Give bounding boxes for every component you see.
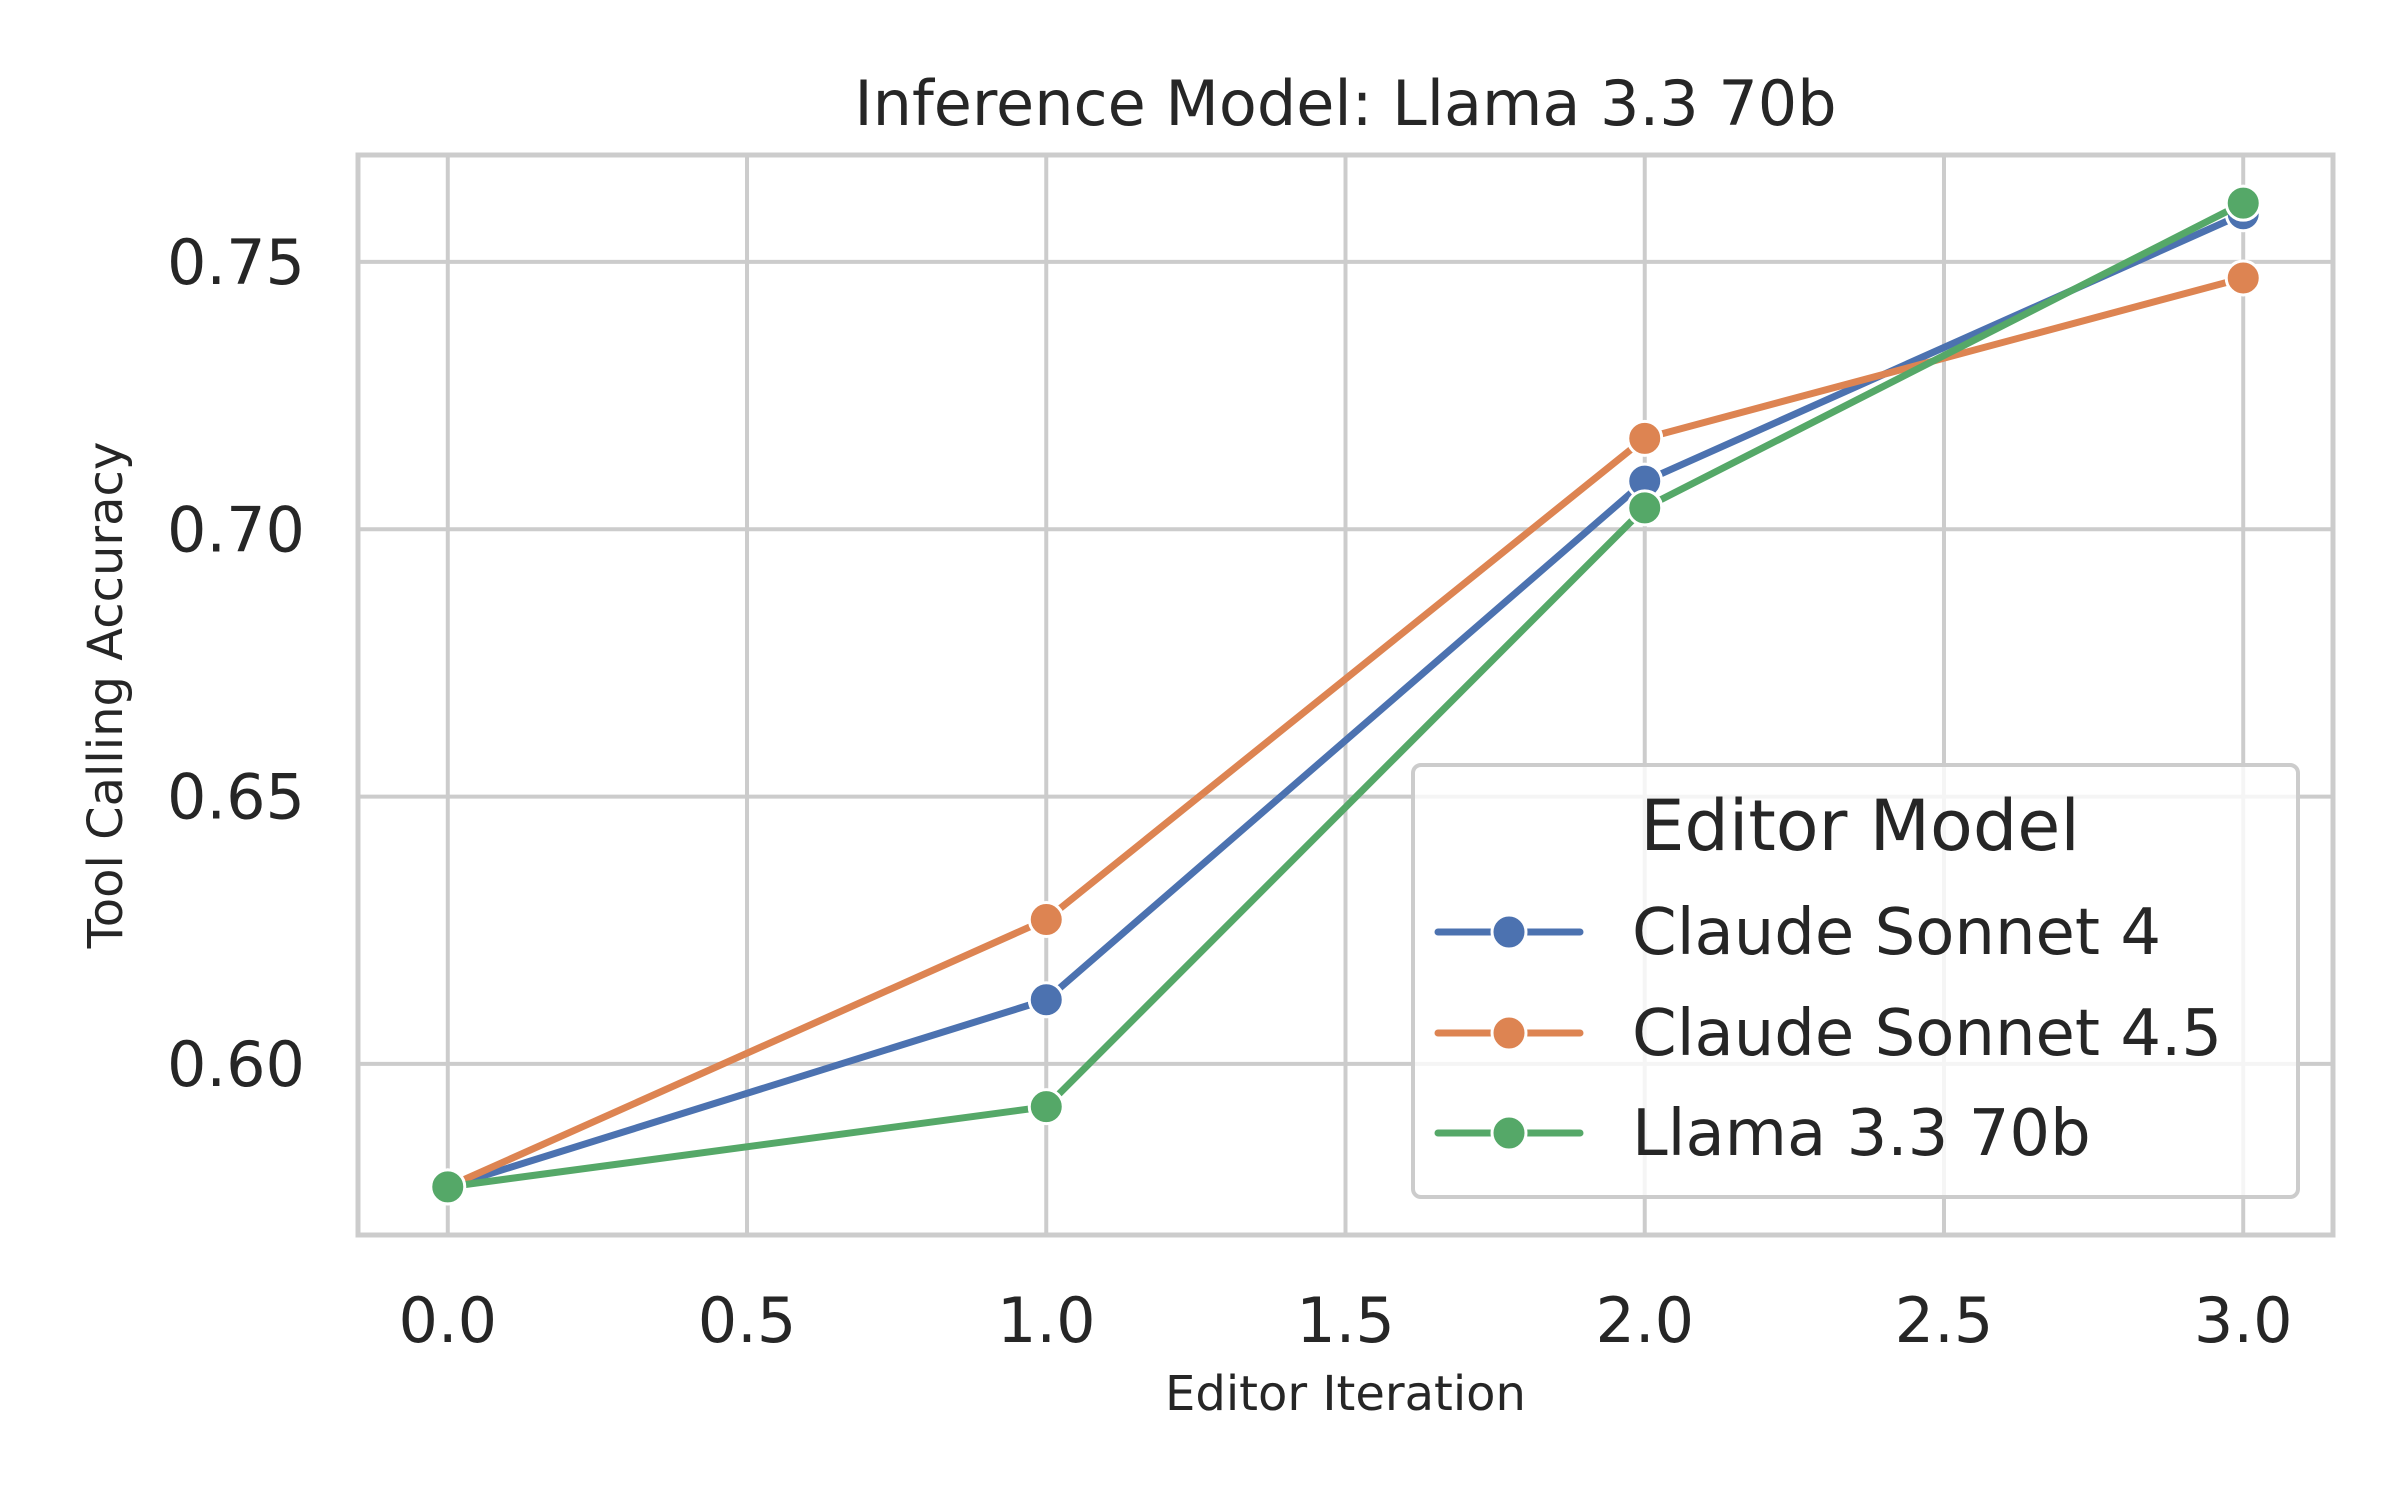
y-tick-label: 0.70	[167, 493, 305, 566]
legend-title: Editor Model	[1640, 785, 2080, 867]
y-tick-label: 0.75	[167, 226, 305, 299]
legend-label: Llama 3.3 70b	[1632, 1097, 2091, 1171]
x-tick-label: 0.5	[698, 1284, 797, 1357]
x-axis-label: Editor Iteration	[1165, 1366, 1526, 1422]
legend-label: Claude Sonnet 4.5	[1632, 997, 2222, 1071]
data-point	[1027, 901, 1065, 939]
legend-label: Claude Sonnet 4	[1632, 896, 2161, 970]
legend-item: Claude Sonnet 4	[1434, 896, 2161, 970]
x-tick-label: 0.0	[398, 1284, 497, 1357]
data-point	[429, 1168, 467, 1206]
series-line	[444, 199, 2247, 1191]
y-axis-label: Tool Calling Accuracy	[78, 442, 134, 950]
legend-marker	[1490, 913, 1528, 951]
data-point	[1027, 1088, 1065, 1126]
data-point	[2224, 184, 2262, 222]
x-tick-label: 2.5	[1895, 1284, 1994, 1357]
legend-item: Llama 3.3 70b	[1434, 1097, 2091, 1171]
y-tick-label: 0.65	[167, 761, 305, 834]
series-line	[444, 210, 2247, 1191]
x-tick-label: 2.0	[1595, 1284, 1694, 1357]
chart-title: Inference Model: Llama 3.3 70b	[854, 67, 1836, 140]
data-point	[1027, 981, 1065, 1019]
data-point	[2224, 259, 2262, 297]
legend-item: Claude Sonnet 4.5	[1434, 997, 2222, 1071]
series-group	[429, 184, 2262, 1206]
legend-marker	[1490, 1114, 1528, 1152]
legend-marker	[1490, 1014, 1528, 1052]
series-group	[429, 184, 2262, 1206]
x-tick-label: 1.0	[997, 1284, 1096, 1357]
data-point	[1626, 489, 1664, 527]
legend-items: Claude Sonnet 4 Claude Sonnet 4.5 Llama 3.…	[1434, 896, 2222, 1171]
y-tick-label: 0.60	[167, 1028, 305, 1101]
data-point	[1626, 419, 1664, 457]
x-tick-labels: 0.0 0.5 1.0 1.5 2.0 2.5 3.0	[398, 1284, 2292, 1357]
x-tick-label: 1.5	[1296, 1284, 1395, 1357]
legend-box	[1411, 763, 2300, 1199]
x-tick-label: 3.0	[2194, 1284, 2293, 1357]
y-tick-labels: 0.60 0.65 0.70 0.75	[167, 226, 305, 1101]
plot-frame	[355, 152, 2336, 1238]
